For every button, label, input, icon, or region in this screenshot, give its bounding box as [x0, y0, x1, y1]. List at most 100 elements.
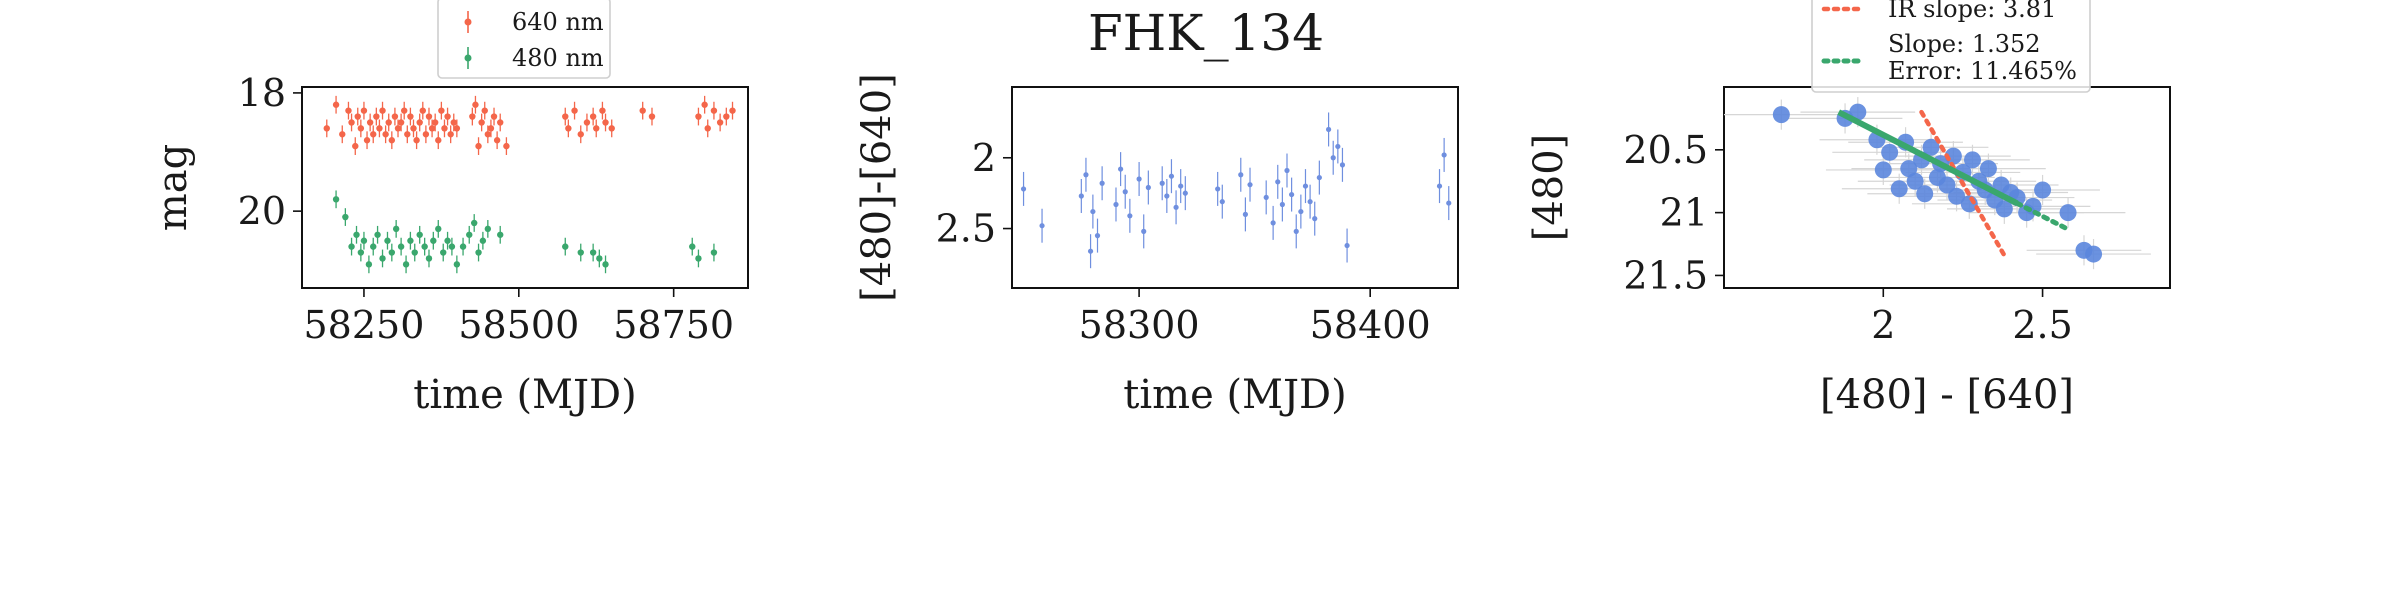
- x-tick-label: 58300: [1079, 303, 1200, 347]
- data-point-color: [1118, 166, 1124, 172]
- data-point-640nm: [438, 107, 445, 114]
- legend-label-error: Error: 11.465%: [1888, 57, 2077, 85]
- data-point-640nm: [701, 101, 708, 108]
- y-axis-label: mag: [150, 144, 196, 231]
- data-point: [1906, 172, 1924, 190]
- data-point-color: [1099, 180, 1105, 186]
- data-point-640nm: [599, 107, 606, 114]
- data-point-640nm: [388, 137, 396, 144]
- data-point-480nm: [466, 231, 473, 238]
- y-axis-label: [480]: [1526, 134, 1572, 242]
- data-point-480nm: [388, 249, 396, 256]
- data-point-640nm: [695, 113, 702, 120]
- data-point-640nm: [370, 131, 377, 138]
- x-tick-label: 2.5: [2012, 303, 2072, 347]
- data-point-color: [1441, 152, 1447, 158]
- data-point-480nm: [471, 219, 478, 227]
- data-point-480nm: [589, 249, 597, 256]
- legend-frame: [437, 0, 611, 79]
- legend-label: 480 nm: [512, 44, 604, 72]
- data-point-480nm: [596, 255, 603, 262]
- data-point-640nm: [453, 125, 461, 132]
- data-point-480nm: [577, 249, 584, 256]
- ir-slope-line: [1919, 109, 2007, 258]
- data-point-480nm: [475, 249, 482, 256]
- x-axis-label: [480] - [640]: [1820, 372, 2074, 418]
- data-point-color: [1182, 190, 1188, 196]
- data-point-640nm: [490, 113, 498, 120]
- data-point-color: [1330, 155, 1336, 161]
- data-point-640nm: [565, 125, 572, 132]
- data-point-640nm: [593, 125, 600, 132]
- data-point: [1938, 176, 1956, 194]
- axes-frame: [301, 86, 749, 289]
- data-point-640nm: [583, 119, 591, 126]
- slope-fit-line-extension: [2014, 200, 2068, 231]
- data-point-480nm: [435, 225, 442, 233]
- y-tick-label: 21.5: [1623, 253, 1708, 297]
- data-point-color: [1078, 193, 1084, 199]
- data-point-480nm: [411, 249, 418, 256]
- data-point-color: [1113, 201, 1119, 208]
- data-point-480nm: [370, 243, 377, 250]
- data-point-color: [1083, 172, 1089, 178]
- data-point-480nm: [353, 231, 360, 238]
- legend-label-ir-slope: IR slope: 3.81: [1888, 0, 2056, 23]
- data-point: [2034, 181, 2052, 199]
- x-tick-label: 2: [1871, 303, 1895, 347]
- data-point-color: [1122, 189, 1128, 195]
- data-point-640nm: [419, 107, 426, 114]
- data-point-color: [1219, 199, 1225, 205]
- data-point-640nm: [472, 101, 479, 108]
- data-point-640nm: [503, 142, 510, 150]
- y-tick-label: 2: [972, 136, 996, 180]
- data-point-640nm: [339, 131, 346, 138]
- data-point-color: [1020, 186, 1027, 192]
- data-point-640nm: [435, 137, 442, 144]
- data-point-color: [1090, 208, 1096, 215]
- data-point: [1916, 185, 1934, 203]
- color-magnitude-panel: 2 2.5 20.5 21 21.5 [480] - [640] [480] IR slope…: [1526, 0, 2171, 418]
- data-point-color: [1284, 167, 1290, 174]
- data-point-color: [1316, 174, 1322, 181]
- data-point-color: [1312, 216, 1318, 222]
- data-point-color: [1307, 199, 1313, 205]
- data-point-640nm: [376, 125, 383, 132]
- data-point-color: [1302, 183, 1309, 189]
- data-point-640nm: [716, 119, 724, 126]
- data-point: [1890, 180, 1908, 198]
- data-point-color: [1446, 200, 1452, 206]
- data-point-480nm: [407, 237, 414, 244]
- data-point-480nm: [430, 237, 437, 244]
- data-point: [1874, 161, 1892, 179]
- data-point-480nm: [448, 243, 456, 250]
- legend: 640 nm 480 nm: [437, 0, 611, 79]
- legend-label-slope: Slope: 1.352: [1888, 30, 2041, 58]
- data-point-480nm: [459, 243, 467, 250]
- data-point-640nm: [397, 119, 405, 126]
- data-point-color: [1298, 208, 1304, 215]
- data-point-640nm: [431, 119, 439, 126]
- data-point-color: [1436, 183, 1443, 189]
- data-point: [1881, 143, 1899, 161]
- data-point-640nm: [710, 107, 718, 114]
- legend-marker: [464, 54, 472, 62]
- lightcurve-panel: 58250 58500 58750 18 20 time (MJD) mag 640 nm 48…: [150, 0, 749, 418]
- data-point-640nm: [407, 113, 414, 120]
- data-point-color: [1238, 172, 1244, 178]
- data-point-480nm: [384, 237, 391, 244]
- data-point-640nm: [354, 113, 361, 120]
- data-point-640nm: [608, 125, 615, 132]
- data-point-color: [1178, 183, 1184, 189]
- data-point-640nm: [450, 119, 457, 126]
- data-point-color: [1275, 179, 1281, 185]
- data-point-480nm: [416, 231, 423, 238]
- legend-marker: [464, 18, 472, 26]
- data-point-color: [1344, 242, 1350, 249]
- data-point-640nm: [475, 142, 482, 150]
- data-point-480nm: [710, 249, 718, 256]
- figure-title: FHK_134: [1088, 4, 1324, 62]
- data-point-640nm: [648, 113, 656, 120]
- data-point-640nm: [404, 131, 411, 138]
- data-point-640nm: [444, 113, 451, 120]
